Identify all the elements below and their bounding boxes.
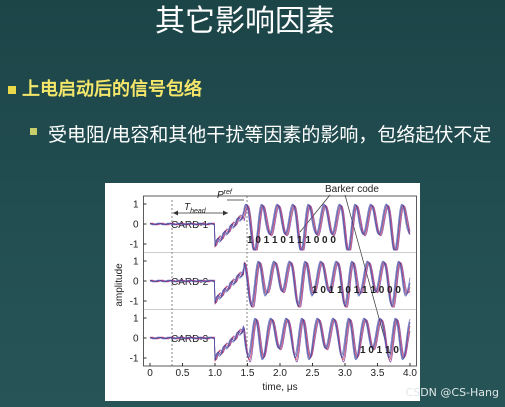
y-tick-label: 0 bbox=[133, 334, 139, 345]
y-tick-label: 0 bbox=[133, 220, 139, 231]
t-head-label: Thead bbox=[184, 202, 207, 215]
x-tick-label: 1.0 bbox=[208, 368, 222, 379]
x-tick-label: 2.5 bbox=[306, 368, 320, 379]
bullet-marker bbox=[8, 86, 16, 94]
y-tick-label: 1 bbox=[133, 200, 139, 211]
y-tick-label: 0 bbox=[133, 277, 139, 288]
waveform bbox=[149, 261, 411, 307]
figure: Thead Pref Barker code time, μs amplitud… bbox=[105, 183, 420, 401]
plot: 0 0.5 1.0 1.5 2.0 2.5 3.0 3.5 4.0 1 0 -1 CARD-1 1 0 -1 C… bbox=[130, 200, 418, 380]
x-tick-label: 0 bbox=[147, 368, 153, 379]
x-tick-label: 0.5 bbox=[176, 368, 190, 379]
y-tick-label: 1 bbox=[133, 314, 139, 325]
bit-sequence: 1 0 1 1 0 1 1 1 0 0 0 bbox=[312, 285, 401, 296]
p-ref-label: Pref bbox=[217, 189, 233, 201]
x-tick-label: 3.5 bbox=[371, 368, 385, 379]
panel-label: CARD-3 bbox=[171, 334, 209, 345]
waveform bbox=[149, 318, 411, 362]
y-axis-label: amplitude bbox=[114, 263, 125, 307]
waveform bbox=[149, 204, 411, 251]
waveform bbox=[149, 261, 411, 308]
x-tick-label: 1.5 bbox=[241, 368, 255, 379]
x-axis-label: time, μs bbox=[262, 382, 297, 393]
watermark: CSDN @CS-Hang bbox=[405, 386, 499, 399]
slide-title: 其它影响因素 bbox=[155, 4, 335, 39]
x-tick-label: 2.0 bbox=[273, 368, 287, 379]
x-tick-label: 4.0 bbox=[403, 368, 417, 379]
y-tick-label: -1 bbox=[130, 354, 139, 365]
barker-label: Barker code bbox=[325, 184, 379, 195]
y-tick-label: -1 bbox=[130, 297, 139, 308]
waveform bbox=[149, 203, 411, 251]
waveform bbox=[149, 317, 411, 361]
bit-sequence: 1 0 1 1 0 bbox=[360, 345, 399, 356]
bullet: 上电启动后的信号包络 bbox=[22, 79, 202, 100]
sub-bullet: 受电阻/电容和其他干扰等因素的影响，包络起伏不定 bbox=[48, 124, 492, 146]
panel-label: CARD-2 bbox=[171, 277, 209, 288]
waveform bbox=[149, 260, 411, 306]
waveform bbox=[149, 318, 411, 361]
panel-label: CARD-1 bbox=[171, 220, 209, 231]
bullet-marker bbox=[30, 128, 37, 135]
waveform bbox=[149, 204, 411, 251]
y-tick-label: 1 bbox=[133, 257, 139, 268]
x-tick-label: 3.0 bbox=[338, 368, 352, 379]
y-tick-label: -1 bbox=[130, 240, 139, 251]
bit-sequence: 1 0 1 1 0 1 1 1 0 0 0 bbox=[247, 235, 336, 246]
